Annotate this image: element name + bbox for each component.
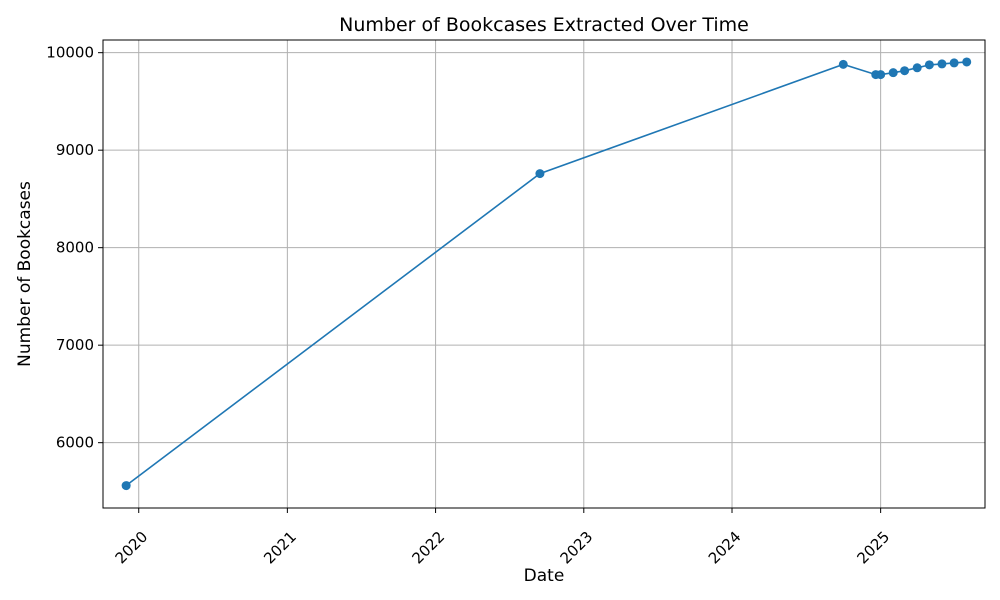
plot-frame xyxy=(102,39,986,509)
data-point xyxy=(937,59,947,69)
y-tick-label: 6000 xyxy=(56,434,94,452)
x-tick-label: 2021 xyxy=(260,528,300,568)
x-tick-label: 2025 xyxy=(853,528,893,568)
data-point xyxy=(912,63,922,73)
data-point xyxy=(535,169,545,179)
data-point xyxy=(924,60,934,70)
y-tick-label: 7000 xyxy=(56,336,94,354)
data-point xyxy=(900,66,910,76)
data-series xyxy=(121,57,972,491)
y-tick-label: 8000 xyxy=(56,239,94,257)
plot-background xyxy=(103,40,985,508)
x-axis-label: Date xyxy=(524,566,565,586)
y-axis-label: Number of Bookcases xyxy=(15,181,35,367)
data-point xyxy=(949,58,959,68)
x-tick-label: 2022 xyxy=(408,528,448,568)
data-point xyxy=(962,57,972,67)
x-tick-label: 2024 xyxy=(705,528,745,568)
y-tick-label: 10000 xyxy=(46,44,94,62)
chart-title: Number of Bookcases Extracted Over Time xyxy=(339,14,749,36)
x-tick-label: 2023 xyxy=(557,528,597,568)
data-point xyxy=(838,59,848,69)
y-tick-label: 9000 xyxy=(56,141,94,159)
data-point xyxy=(888,68,898,78)
data-point xyxy=(876,70,886,80)
data-point xyxy=(121,481,131,491)
x-tick-label: 2020 xyxy=(112,528,152,568)
grid-lines xyxy=(103,40,985,508)
